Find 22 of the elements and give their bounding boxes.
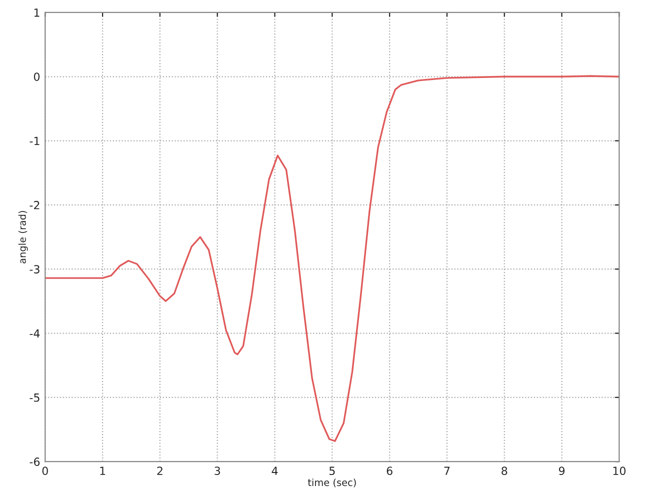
y-tick-label: -6 xyxy=(30,458,40,466)
y-axis-title: angle (rad) xyxy=(18,210,28,264)
x-tick-label: 9 xyxy=(558,466,565,476)
x-tick-label: 8 xyxy=(502,466,508,476)
y-tick-label: -2 xyxy=(30,200,40,210)
x-tick-label: 10 xyxy=(613,466,626,476)
x-tick-label: 7 xyxy=(444,466,450,475)
x-tick-label: 0 xyxy=(42,466,48,476)
x-axis-title: time (sec) xyxy=(308,478,356,488)
x-tick-label: 1 xyxy=(100,466,106,475)
x-tick-label: 4 xyxy=(272,466,278,475)
x-tick-label: 3 xyxy=(214,466,220,476)
y-tick-label: 0 xyxy=(34,72,40,82)
x-tick-label: 6 xyxy=(386,466,392,476)
y-tick-label: -3 xyxy=(30,265,40,274)
y-tick-label: -5 xyxy=(30,394,40,402)
line-series xyxy=(45,75,620,442)
x-tick-label: 5 xyxy=(330,466,335,476)
x-tick-label: 2 xyxy=(157,466,162,475)
y-tick-label: -1 xyxy=(30,136,40,146)
y-tick-label: 1 xyxy=(34,8,40,17)
y-tick-label: -4 xyxy=(30,329,40,338)
